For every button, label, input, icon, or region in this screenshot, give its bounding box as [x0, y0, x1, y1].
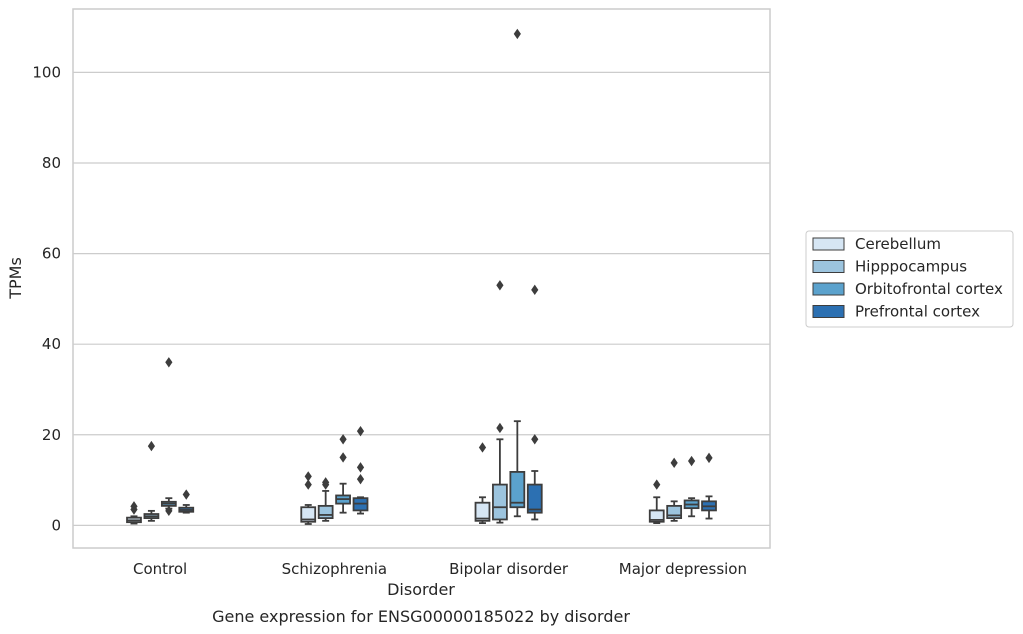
outlier-point — [165, 357, 173, 368]
box — [509, 471, 526, 509]
plot-area — [73, 9, 770, 548]
outlier-point — [705, 452, 713, 464]
outlier-point — [304, 479, 312, 490]
legend-swatch — [812, 282, 845, 296]
box — [300, 506, 317, 523]
y-axis-label: TPMs — [6, 257, 25, 300]
outlier-point — [670, 457, 678, 469]
legend-swatch — [812, 260, 845, 273]
outlier-point — [322, 477, 330, 488]
box — [474, 501, 491, 522]
outlier-point — [356, 425, 365, 437]
y-tick-label: 100 — [32, 63, 61, 81]
outlier-point — [304, 471, 312, 482]
y-tick-label: 60 — [42, 245, 61, 263]
x-tick-labels: Control Schizophrenia Bipolar disorder Majo… — [133, 560, 747, 578]
outlier-point — [182, 489, 190, 500]
legend-entry-label: Cerebellum — [855, 235, 941, 253]
outlier-point — [356, 473, 365, 485]
outlier-point — [531, 434, 539, 445]
legend: Cerebellum Hipppocampus Orbitofrontal cort… — [805, 230, 1014, 328]
y-tick-label: 0 — [51, 516, 61, 534]
gridlines — [73, 71, 770, 526]
y-tick-label: 80 — [42, 154, 61, 172]
chart-caption: Gene expression for ENSG00000185022 by d… — [212, 607, 630, 626]
legend-entry-label: Hipppocampus — [855, 258, 967, 276]
outlier-point — [496, 280, 504, 291]
legend-frame — [805, 230, 1014, 328]
box — [492, 483, 508, 521]
outlier-point — [513, 28, 521, 40]
outlier-point — [356, 462, 365, 473]
outlier-point — [531, 284, 539, 296]
legend-entry-label: Prefrontal cortex — [855, 303, 980, 321]
outlier-point — [478, 442, 487, 453]
outlier-point — [165, 505, 173, 517]
legend-swatch — [812, 305, 845, 318]
y-tick-label: 40 — [42, 335, 61, 353]
outlier-point — [687, 455, 696, 467]
box — [648, 509, 665, 523]
outlier-point — [653, 479, 661, 490]
x-axis-label: Disorder — [387, 580, 455, 599]
outlier-point — [496, 422, 504, 434]
box — [526, 483, 543, 514]
box-series-group — [126, 28, 717, 525]
x-tick-label: Control — [133, 560, 187, 578]
x-tick-label: Bipolar disorder — [449, 560, 569, 578]
outlier-point — [147, 440, 156, 452]
y-tick-labels: 0 20 40 60 80 100 — [32, 63, 61, 534]
outlier-point — [339, 434, 347, 445]
y-tick-label: 20 — [42, 426, 61, 444]
outlier-point — [339, 452, 347, 463]
plot-frame — [72, 8, 771, 549]
box — [317, 504, 334, 520]
x-tick-label: Schizophrenia — [282, 560, 387, 578]
legend-swatch — [812, 237, 845, 251]
x-tick-label: Major depression — [619, 560, 747, 578]
outlier-point — [130, 501, 138, 512]
legend-entry-label: Orbitofrontal cortex — [855, 280, 1003, 298]
